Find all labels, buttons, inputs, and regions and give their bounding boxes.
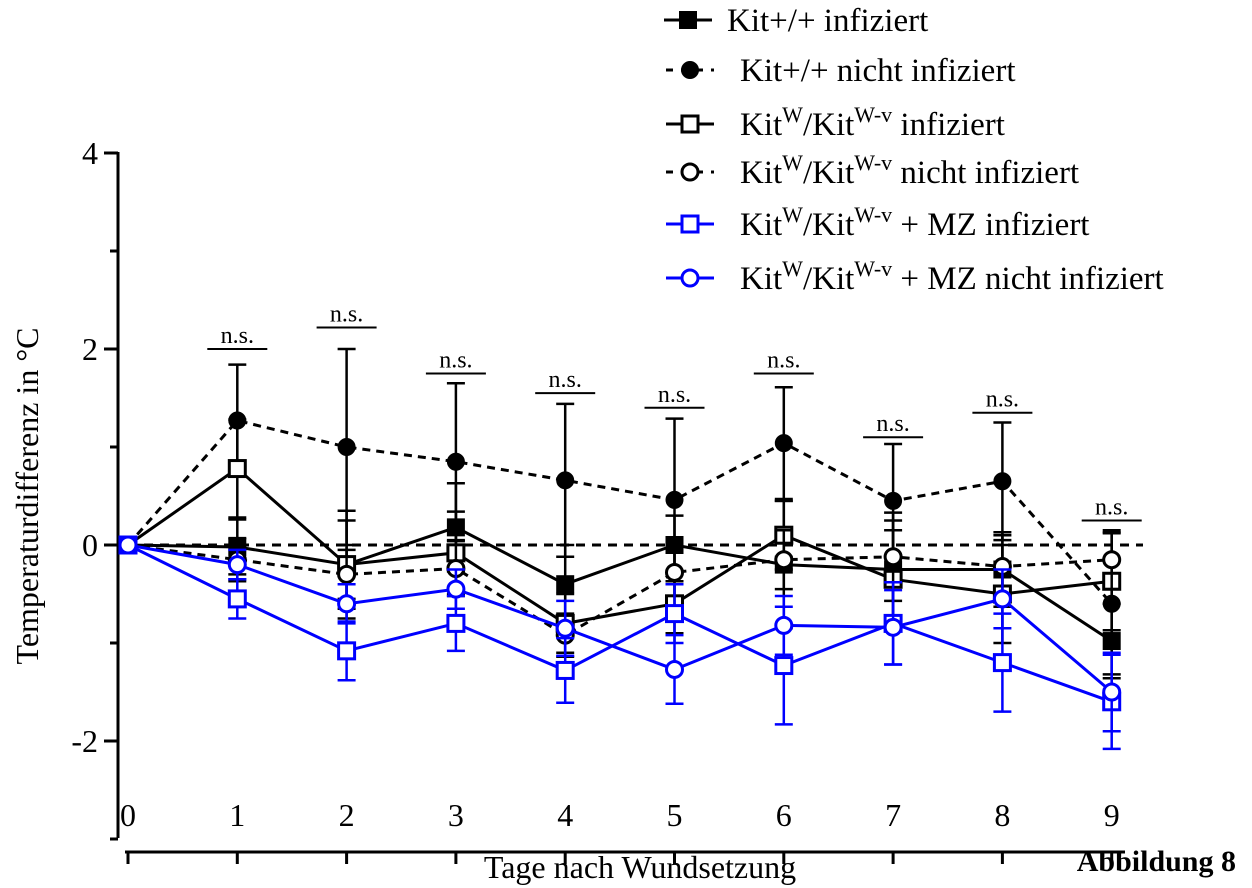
data-point (883, 617, 903, 637)
data-point (555, 660, 575, 680)
data-point (556, 575, 575, 594)
axes: 4 2 0 -2 0 1 2 3 4 5 6 7 8 9 (71, 135, 1143, 864)
x-tick-label: 5 (667, 797, 683, 833)
data-point (227, 589, 247, 609)
data-point (1102, 682, 1122, 702)
data-point (774, 550, 794, 570)
significance-label: n.s. (876, 411, 909, 437)
significance-annotations: n.s. n.s. n.s. n.s. n.s. n.s. n.s. n.s. n.s. (207, 301, 1142, 522)
y-tick-label: -2 (71, 723, 98, 759)
series-line (127, 543, 1112, 637)
data-point (118, 535, 138, 555)
series-line (127, 543, 1113, 694)
legend-item-2: Kit+/+ nicht infiziert (666, 53, 1016, 89)
data-point (884, 491, 903, 510)
figure-caption: Abbildung 8 (1077, 845, 1236, 878)
significance-label: n.s. (330, 301, 363, 327)
significance-label: n.s. (221, 323, 254, 349)
y-tick-label: 4 (82, 135, 98, 171)
data-point (337, 594, 357, 614)
legend-marker (679, 11, 697, 29)
legend: Kit+/+ infiziert Kit+/+ nicht infiziert Ki… (664, 3, 1164, 297)
x-tick-label: 2 (339, 797, 355, 833)
legend-label: Kit+/+ nicht infiziert (740, 53, 1016, 89)
significance-label: n.s. (549, 367, 582, 393)
series-group (118, 347, 1122, 751)
data-point (665, 562, 684, 582)
data-point (774, 615, 794, 635)
significance-label: n.s. (1095, 495, 1128, 521)
series-4 (118, 511, 1122, 658)
legend-marker (680, 214, 700, 234)
legend-marker (681, 61, 699, 79)
data-point (992, 589, 1012, 609)
x-tick-label: 3 (448, 797, 464, 833)
legend-item-3: KitW/KitW-v infiziert (666, 102, 1005, 143)
data-point (446, 613, 466, 633)
data-point (555, 618, 575, 638)
legend-item-5: KitW/KitW-v + MZ infiziert (666, 202, 1089, 243)
legend-item-4: KitW/KitW-v nicht infiziert (666, 150, 1079, 191)
series-2 (119, 347, 1121, 676)
series-line (127, 525, 1113, 643)
data-point (227, 555, 247, 575)
data-point (774, 434, 793, 453)
data-point (665, 659, 684, 679)
data-point (337, 438, 356, 456)
legend-marker (680, 114, 700, 134)
x-tick-label: 1 (229, 797, 245, 833)
series-line (127, 543, 1113, 704)
x-axis-title: Tage nach Wundsetzung (484, 849, 796, 885)
data-point (337, 641, 357, 661)
x-tick-label: 0 (120, 797, 136, 833)
significance-label: n.s. (767, 348, 800, 374)
significance-label: n.s. (986, 387, 1019, 413)
series-6 (118, 535, 1122, 733)
legend-label: KitW/KitW-v infiziert (740, 102, 1005, 143)
x-tick-label: 9 (1104, 797, 1120, 833)
data-point (1102, 550, 1122, 570)
data-point (556, 471, 575, 490)
series-line (127, 466, 1112, 625)
legend-item-1: Kit+/+ infiziert (664, 3, 928, 39)
legend-marker (680, 268, 700, 288)
significance-label: n.s. (658, 382, 691, 408)
data-point (665, 604, 684, 624)
data-point (337, 564, 357, 584)
series-line (126, 418, 1113, 605)
x-tick-label: 8 (994, 797, 1010, 833)
data-point (665, 490, 684, 509)
significance-label: n.s. (439, 348, 472, 374)
legend-item-6: KitW/KitW-v + MZ nicht infiziert (666, 256, 1164, 297)
data-point (227, 459, 247, 479)
data-point (446, 579, 466, 599)
x-tick-label: 4 (557, 797, 573, 833)
x-tick-label: 6 (776, 797, 792, 833)
data-point (993, 472, 1012, 491)
legend-label: KitW/KitW-v + MZ nicht infiziert (740, 256, 1164, 297)
series-3 (118, 418, 1122, 655)
y-tick-label: 2 (82, 331, 98, 367)
x-tick-label: 7 (885, 797, 901, 833)
data-point (774, 656, 794, 676)
y-tick-label: 0 (82, 527, 98, 563)
data-point (883, 547, 903, 567)
legend-label: KitW/KitW-v + MZ infiziert (740, 202, 1089, 243)
y-axis-title: Temperaturdifferenz in °C (9, 328, 45, 665)
legend-label: Kit+/+ infiziert (727, 3, 928, 39)
data-point (992, 653, 1012, 673)
legend-label: KitW/KitW-v nicht infiziert (740, 150, 1079, 191)
legend-marker (680, 162, 700, 182)
data-point (446, 452, 465, 471)
